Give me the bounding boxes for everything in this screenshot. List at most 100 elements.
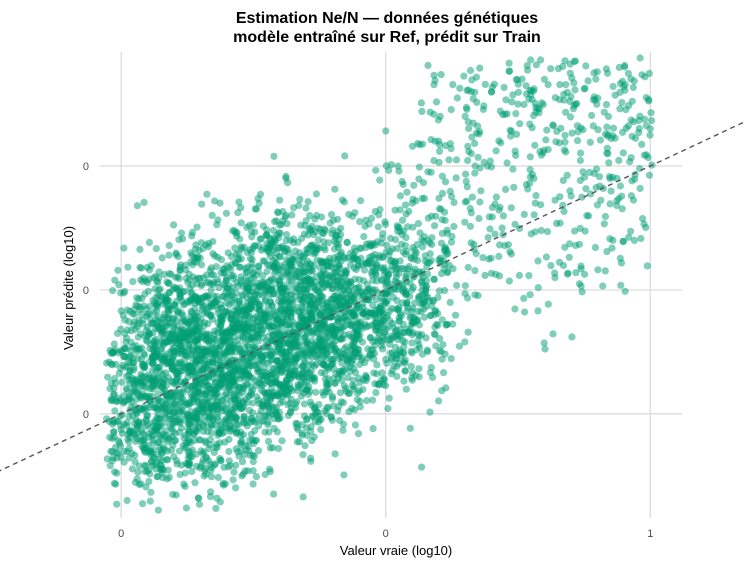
scatter-point-3695 <box>382 279 390 287</box>
scatter-point-3835 <box>449 81 457 89</box>
scatter-point-729 <box>212 504 220 512</box>
scatter-point-1985 <box>205 331 213 339</box>
scatter-point-3786 <box>401 201 410 209</box>
scatter-point-2746 <box>305 361 313 369</box>
scatter-point-2590 <box>259 222 267 230</box>
scatter-point-3312 <box>383 241 391 249</box>
scatter-point-4120 <box>549 122 558 130</box>
scatter-point-3963 <box>490 80 498 88</box>
scatter-point-2129 <box>237 255 245 263</box>
scatter-point-3875 <box>418 243 427 251</box>
scatter-point-3845 <box>394 162 402 170</box>
scatter-point-2001 <box>231 348 239 356</box>
scatter-point-3453 <box>377 342 386 350</box>
scatter-point-1900 <box>229 272 237 280</box>
scatter-point-3353 <box>330 292 338 300</box>
scatter-point-2694 <box>270 403 278 411</box>
scatter-point-3645 <box>403 247 411 255</box>
scatter-point-695 <box>135 385 143 394</box>
scatter-point-1172 <box>165 251 173 259</box>
scatter-point-123 <box>131 451 139 459</box>
scatter-point-110 <box>139 500 147 508</box>
scatter-point-4240 <box>613 201 621 209</box>
scatter-point-279 <box>136 245 144 253</box>
scatter-point-3968 <box>491 230 499 238</box>
scatter-point-938 <box>155 438 163 446</box>
scatter-point-3868 <box>407 253 415 261</box>
scatter-point-4089 <box>580 270 589 278</box>
scatter-point-1151 <box>204 243 212 251</box>
scatter-point-3221 <box>378 369 386 377</box>
scatter-point-2199 <box>248 255 256 263</box>
scatter-point-3981 <box>462 177 470 185</box>
scatter-point-3211 <box>318 337 326 345</box>
scatter-point-4071 <box>527 56 535 64</box>
scatter-point-211 <box>116 442 125 450</box>
scatter-point-479 <box>135 320 143 328</box>
scatter-point-1684 <box>237 447 245 455</box>
scatter-point-1564 <box>170 301 179 309</box>
scatter-point-2798 <box>256 190 265 198</box>
scatter-point-4046 <box>526 120 534 128</box>
scatter-point-3684 <box>416 332 424 340</box>
scatter-point-3428 <box>333 315 341 323</box>
scatter-point-2876 <box>304 390 312 398</box>
scatter-point-1542 <box>237 219 245 227</box>
scatter-point-1382 <box>206 460 214 469</box>
scatter-point-3163 <box>357 197 365 205</box>
scatter-point-981 <box>149 462 157 470</box>
scatter-point-4196 <box>580 173 589 181</box>
scatter-point-3804 <box>424 270 432 278</box>
scatter-point-2320 <box>249 480 257 488</box>
scatter-point-3128 <box>317 426 325 434</box>
scatter-point-3852 <box>435 158 443 166</box>
scatter-point-1861 <box>229 227 237 235</box>
scatter-point-4274 <box>622 106 630 114</box>
scatter-point-3913 <box>467 150 475 158</box>
scatter-point-2142 <box>259 272 267 280</box>
scatter-point-2453 <box>256 235 264 243</box>
scatter-point-991 <box>123 419 131 427</box>
scatter-point-4175 <box>604 69 612 77</box>
scatter-point-363 <box>132 437 140 445</box>
scatter-point-2002 <box>237 439 245 447</box>
scatter-point-4254 <box>619 237 627 246</box>
scatter-point-4030 <box>520 210 528 218</box>
scatter-point-3920 <box>487 254 495 262</box>
scatter-point-795 <box>121 316 129 324</box>
scatter-point-2757 <box>299 374 307 382</box>
scatter-point-3966 <box>444 250 452 258</box>
scatter-point-1595 <box>181 378 189 387</box>
scatter-point-1073 <box>176 408 184 416</box>
scatter-point-1877 <box>211 252 219 260</box>
scatter-point-4248 <box>627 154 635 162</box>
scatter-point-3638 <box>418 236 426 244</box>
scatter-point-3075 <box>335 347 343 356</box>
scatter-point-2416 <box>217 269 225 277</box>
scatter-point-1116 <box>156 368 164 376</box>
scatter-point-1183 <box>145 266 154 274</box>
scatter-point-2162 <box>198 306 206 314</box>
scatter-point-3983 <box>472 250 480 258</box>
scatter-point-2672 <box>340 382 348 390</box>
scatter-point-3231 <box>327 355 335 363</box>
scatter-point-1584 <box>220 481 228 489</box>
scatter-point-3747 <box>413 317 421 325</box>
scatter-point-1171 <box>207 286 215 294</box>
scatter-point-3278 <box>318 273 326 281</box>
scatter-point-3803 <box>438 172 446 180</box>
scatter-point-4102 <box>544 300 552 308</box>
scatter-point-3851 <box>417 99 425 107</box>
scatter-point-3693 <box>408 376 416 384</box>
scatter-point-4193 <box>560 146 569 154</box>
scatter-point-3336 <box>367 214 376 222</box>
scatter-point-966 <box>187 307 195 315</box>
scatter-point-3053 <box>356 403 364 411</box>
scatter-point-3903 <box>463 105 471 113</box>
scatter-point-4283 <box>621 86 629 94</box>
scatter-point-2014 <box>247 430 255 438</box>
scatter-point-1366 <box>210 448 218 456</box>
scatter-point-1702 <box>270 490 278 498</box>
scatter-point-1056 <box>175 360 183 368</box>
